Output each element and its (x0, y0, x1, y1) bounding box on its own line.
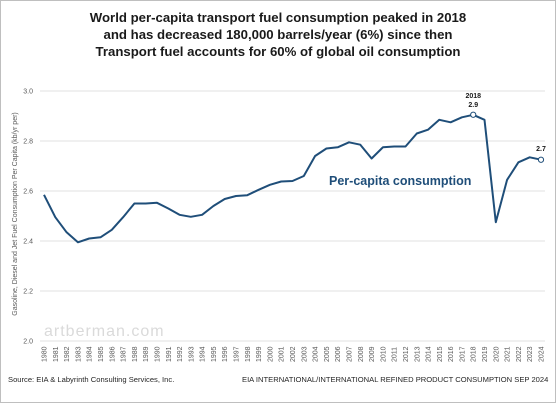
x-tick-label: 2019 (482, 346, 489, 362)
x-tick-label: 2007 (346, 346, 353, 362)
x-tick-label: 1987 (121, 346, 128, 362)
x-tick-label: 1997 (234, 346, 241, 362)
x-tick-label: 1980 (42, 346, 49, 362)
y-tick-label: 2.0 (23, 339, 33, 346)
x-tick-label: 1982 (64, 346, 71, 362)
x-tick-label: 2001 (279, 346, 286, 362)
x-tick-label: 2016 (448, 346, 455, 362)
x-tick-label: 2024 (539, 346, 546, 362)
x-tick-label: 1992 (177, 346, 184, 362)
x-tick-label: 1998 (245, 346, 252, 362)
x-tick-label: 2004 (313, 346, 320, 362)
footer-note: EIA INTERNATIONAL/INTERNATIONAL REFINED … (242, 375, 549, 384)
x-tick-label: 2000 (267, 346, 274, 362)
x-tick-label: 2002 (290, 346, 297, 362)
x-tick-label: 2008 (358, 346, 365, 362)
marker-2024 (537, 156, 545, 163)
title-line-2: and has decreased 180,000 barrels/year (… (103, 27, 453, 42)
annotation-2018-year: 2018 (465, 93, 481, 100)
x-tick-label: 2015 (437, 346, 444, 362)
chart-title: World per-capita transport fuel consumpt… (0, 9, 556, 60)
x-tick-label: 1991 (166, 346, 173, 362)
x-tick-label: 1996 (222, 346, 229, 362)
x-tick-label: 2003 (301, 346, 308, 362)
watermark: artberman.com (44, 323, 165, 340)
footer-source: Source: EIA & Labyrinth Consulting Servi… (8, 375, 175, 384)
x-tick-label: 2020 (493, 346, 500, 362)
x-tick-label: 1989 (143, 346, 150, 362)
y-tick-label: 2.6 (23, 189, 33, 196)
x-tick-label: 2011 (392, 347, 399, 362)
x-tick-label: 2021 (505, 346, 512, 362)
x-tick-label: 2010 (380, 346, 387, 362)
x-tick-label: 1983 (75, 346, 82, 362)
series-label: Per-capita consumption (329, 174, 471, 188)
x-tick-label: 2022 (516, 346, 523, 362)
x-tick-label: 2005 (324, 346, 331, 362)
x-tick-label: 1995 (211, 346, 218, 362)
annotation-2018-value: 2.9 (468, 102, 478, 109)
x-axis-ticks: 1980 1981 1982 1983 1984 1985 1986 1987 1988 1989… (42, 346, 546, 362)
y-axis-ticks: 2.0 2.2 2.4 2.6 2.8 3.0 (23, 89, 33, 346)
x-tick-label: 2013 (414, 346, 421, 362)
x-tick-label: 2014 (426, 346, 433, 362)
x-tick-label: 1985 (98, 346, 105, 362)
gridlines (40, 90, 545, 342)
y-tick-label: 2.8 (23, 139, 33, 146)
y-tick-label: 3.0 (23, 89, 33, 96)
x-tick-label: 1981 (53, 346, 60, 362)
x-tick-label: 1994 (200, 346, 207, 362)
x-tick-label: 1984 (87, 346, 94, 362)
x-tick-label: 2018 (471, 346, 478, 362)
x-tick-label: 2006 (335, 346, 342, 362)
x-tick-label: 1999 (256, 346, 263, 362)
title-line-3: Transport fuel accounts for 60% of globa… (95, 44, 461, 59)
marker-2018 (470, 111, 477, 118)
series-line-per-capita (43, 113, 542, 244)
annotation-2024-value: 2.7 (536, 146, 546, 153)
title-line-1: World per-capita transport fuel consumpt… (89, 10, 467, 25)
x-tick-label: 1993 (188, 346, 195, 362)
x-tick-label: 1988 (132, 346, 139, 362)
x-tick-label: 2023 (527, 346, 534, 362)
x-tick-label: 2009 (369, 346, 376, 362)
x-tick-label: 2012 (403, 346, 410, 362)
x-tick-label: 1990 (154, 346, 161, 362)
y-tick-label: 2.2 (23, 289, 33, 296)
y-tick-label: 2.4 (23, 239, 33, 246)
x-tick-label: 2017 (459, 346, 466, 362)
y-axis-label: Gasoline, Diesel and Jet Fuel Consumptio… (12, 112, 19, 315)
x-tick-label: 1986 (109, 346, 116, 362)
